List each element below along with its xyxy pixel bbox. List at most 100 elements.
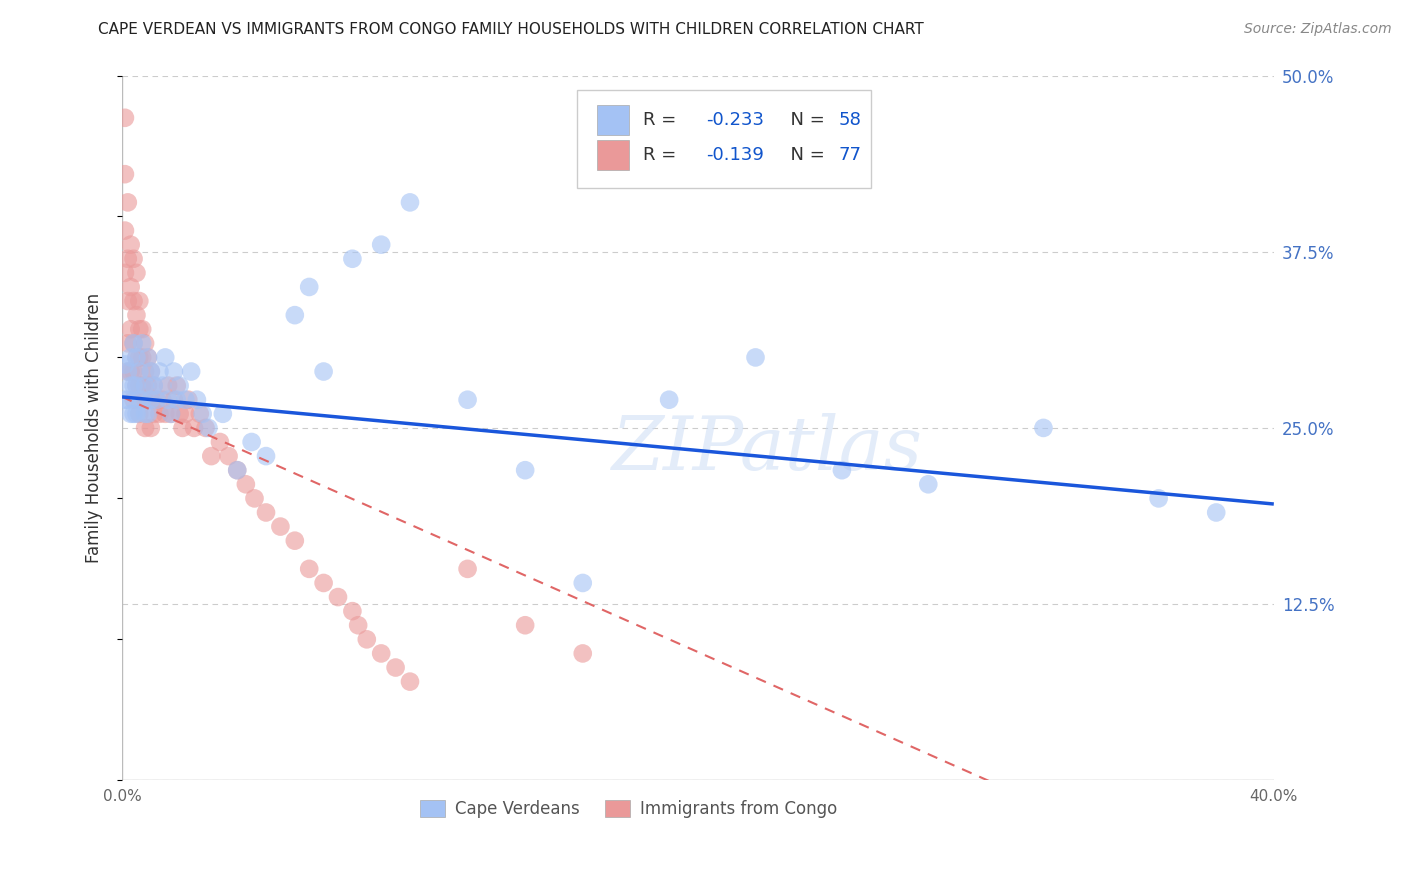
Point [356,632,378,647]
Point [122,392,145,407]
Point [312,576,335,591]
Point [166,392,188,407]
Text: CAPE VERDEAN VS IMMIGRANTS FROM CONGO FAMILY HOUSEHOLDS WITH CHILDREN CORRELATIO: CAPE VERDEAN VS IMMIGRANTS FROM CONGO FA… [98,22,924,37]
Point [208,435,231,450]
Point [131,336,153,351]
Text: R =: R = [643,111,682,129]
Point [347,618,370,632]
Point [128,351,150,365]
Point [114,392,136,407]
Point [384,660,406,674]
Point [160,407,183,421]
Point [226,463,249,477]
Point [128,365,150,379]
Point [136,407,159,421]
Point [172,421,194,435]
Point [122,365,145,379]
Point [457,392,479,407]
Point [139,365,162,379]
Point [658,392,681,407]
Point [1147,491,1170,506]
Point [120,322,142,336]
Point [571,576,593,591]
Point [125,378,148,392]
Point [269,519,291,533]
Point [120,351,142,365]
Point [200,449,222,463]
Point [120,407,142,421]
Point [117,252,139,266]
Point [122,407,145,421]
Point [148,365,170,379]
Point [128,322,150,336]
Point [125,378,148,392]
Point [117,392,139,407]
FancyBboxPatch shape [596,105,628,135]
Point [284,533,307,548]
Point [155,351,177,365]
Point [399,674,422,689]
Point [128,293,150,308]
Point [120,280,142,294]
Point [139,392,162,407]
Point [114,111,136,125]
Point [139,392,162,407]
Point [226,463,249,477]
Point [131,351,153,365]
Point [254,506,277,520]
Point [186,392,208,407]
Point [254,449,277,463]
Point [169,407,191,421]
Text: N =: N = [779,111,830,129]
Point [114,266,136,280]
Text: -0.139: -0.139 [706,146,763,164]
Point [174,392,197,407]
Point [145,392,167,407]
Point [163,392,186,407]
Point [131,392,153,407]
Point [342,252,364,266]
Point [122,336,145,351]
Point [117,365,139,379]
Point [120,237,142,252]
Point [188,407,211,421]
Point [134,421,156,435]
Point [163,365,186,379]
Point [125,351,148,365]
Point [744,351,766,365]
Point [515,463,537,477]
Point [183,421,205,435]
Point [117,195,139,210]
Point [169,378,191,392]
Point [180,365,202,379]
Point [128,378,150,392]
Point [298,280,321,294]
Point [114,223,136,237]
Point [131,378,153,392]
Point [142,407,165,421]
Point [157,378,180,392]
Point [128,392,150,407]
Point [370,237,392,252]
Point [917,477,939,491]
Point [120,378,142,392]
Text: 58: 58 [838,111,862,129]
Point [177,392,200,407]
Point [235,477,257,491]
Point [142,378,165,392]
Point [134,378,156,392]
Point [166,378,188,392]
Point [120,365,142,379]
Point [194,421,217,435]
Point [122,378,145,392]
Point [139,365,162,379]
Point [240,435,263,450]
Point [122,336,145,351]
Point [122,293,145,308]
Point [131,322,153,336]
Point [284,308,307,322]
Point [312,365,335,379]
Point [148,407,170,421]
Point [145,392,167,407]
Point [326,590,349,604]
